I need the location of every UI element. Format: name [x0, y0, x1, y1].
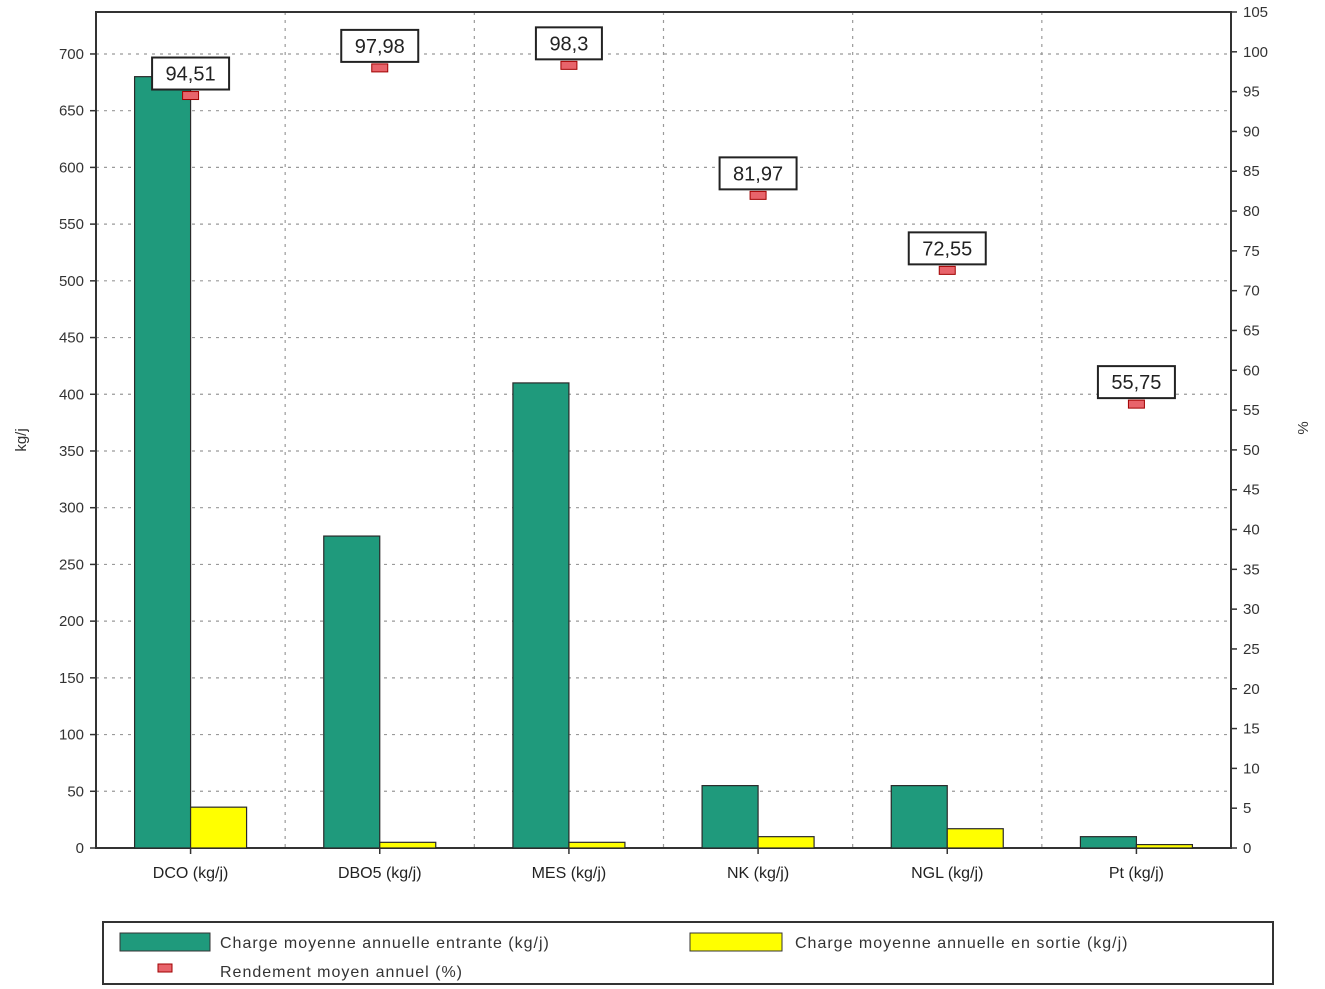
right-tick-label: 50	[1243, 442, 1260, 459]
left-tick-label: 700	[59, 46, 84, 63]
bar-outgoing	[946, 828, 1004, 849]
bar-incoming	[701, 785, 759, 849]
left-axis-ticks: 0 50 100 150 200 250 300 350 400 450 500 550 600 650 7…	[59, 46, 96, 857]
right-tick-label: 90	[1243, 123, 1260, 140]
yield-label-box	[907, 231, 987, 266]
yield-label: 94,51	[166, 64, 216, 86]
left-tick-label: 400	[59, 386, 84, 403]
left-axis-title: kg/j	[13, 428, 30, 451]
category-label: MES (kg/j)	[532, 865, 607, 882]
left-tick-label: 50	[67, 783, 84, 800]
plot-area	[95, 11, 1232, 849]
legend-swatch-yield	[157, 963, 173, 973]
left-tick-label: 0	[76, 840, 84, 857]
left-tick-label: 500	[59, 273, 84, 290]
right-tick-label: 80	[1243, 203, 1260, 220]
yield-markers: 94,51 97,98 98,3 81,97 72,55 55,75	[151, 26, 1176, 409]
category-label: DCO (kg/j)	[153, 865, 229, 882]
right-tick-label: 100	[1243, 44, 1268, 61]
yield-label-box	[534, 26, 603, 61]
legend-swatch-outgoing	[689, 932, 783, 952]
bar-outgoing	[568, 841, 626, 849]
legend: Charge moyenne annuelle entrante (kg/j) …	[102, 921, 1274, 985]
category-labels: DCO (kg/j) DBO5 (kg/j) MES (kg/j) NK (kg/j)…	[153, 848, 1164, 882]
right-tick-label: 65	[1243, 322, 1260, 339]
gridlines	[96, 12, 1231, 848]
bar-outgoing	[757, 836, 815, 849]
left-tick-label: 200	[59, 613, 84, 630]
right-axis-title: %	[1295, 421, 1312, 434]
yield-label: 81,97	[733, 163, 783, 185]
legend-label-outgoing: Charge moyenne annuelle en sortie (kg/j)	[795, 935, 1129, 952]
yield-marker	[371, 63, 389, 73]
bar-outgoing	[379, 841, 437, 849]
right-tick-label: 20	[1243, 681, 1260, 698]
bar-outgoing	[189, 806, 248, 849]
category-label: Pt (kg/j)	[1109, 865, 1164, 882]
bar-incoming	[323, 535, 381, 849]
right-tick-label: 0	[1243, 840, 1251, 857]
category-label: DBO5 (kg/j)	[338, 865, 422, 882]
right-tick-label: 60	[1243, 362, 1260, 379]
right-tick-label: 70	[1243, 283, 1260, 300]
right-tick-label: 40	[1243, 522, 1260, 539]
yield-marker	[938, 265, 956, 275]
right-axis-ticks: 0 5 10 15 20 25 30 35 40 45 50 55 60 65 70 75 80 85 90 95 10…	[1231, 4, 1268, 857]
left-tick-label: 250	[59, 556, 84, 573]
bar-incoming	[1079, 836, 1138, 849]
yield-marker	[182, 91, 200, 101]
right-tick-label: 25	[1243, 641, 1260, 658]
bar-incoming	[133, 76, 192, 849]
left-tick-label: 100	[59, 727, 84, 744]
left-tick-label: 550	[59, 216, 84, 233]
right-tick-label: 55	[1243, 402, 1260, 419]
right-tick-label: 75	[1243, 243, 1260, 260]
right-tick-label: 35	[1243, 561, 1260, 578]
category-label: NK (kg/j)	[727, 865, 789, 882]
left-tick-label: 650	[59, 103, 84, 120]
left-tick-label: 450	[59, 330, 84, 347]
yield-label-box	[718, 156, 798, 191]
left-tick-label: 300	[59, 500, 84, 517]
left-tick-label: 150	[59, 670, 84, 687]
yield-label-box	[151, 56, 231, 91]
legend-box	[102, 921, 1274, 985]
bar-incoming	[512, 382, 570, 849]
yield-label: 98,3	[549, 33, 588, 55]
legend-label-incoming: Charge moyenne annuelle entrante (kg/j)	[220, 935, 550, 952]
yield-label: 55,75	[1111, 372, 1161, 394]
yield-marker	[1127, 399, 1145, 409]
right-tick-label: 105	[1243, 4, 1268, 21]
right-tick-label: 10	[1243, 760, 1260, 777]
right-tick-label: 45	[1243, 482, 1260, 499]
bar-outgoing	[1135, 843, 1194, 849]
category-label: NGL (kg/j)	[911, 865, 983, 882]
right-tick-label: 85	[1243, 163, 1260, 180]
yield-label-box	[340, 28, 420, 63]
left-tick-label: 350	[59, 443, 84, 460]
legend-swatch-incoming	[119, 932, 211, 952]
yield-label-box	[1096, 365, 1176, 400]
yield-label: 97,98	[355, 36, 405, 58]
yield-label: 72,55	[922, 238, 972, 260]
bar-incoming	[890, 785, 948, 849]
bars	[133, 76, 1194, 849]
legend-label-yield: Rendement moyen annuel (%)	[220, 964, 463, 981]
left-tick-label: 600	[59, 159, 84, 176]
right-tick-label: 95	[1243, 84, 1260, 101]
right-tick-label: 30	[1243, 601, 1260, 618]
right-tick-label: 5	[1243, 800, 1251, 817]
right-tick-label: 15	[1243, 721, 1260, 738]
yield-marker	[749, 190, 767, 200]
yield-marker	[560, 60, 578, 70]
